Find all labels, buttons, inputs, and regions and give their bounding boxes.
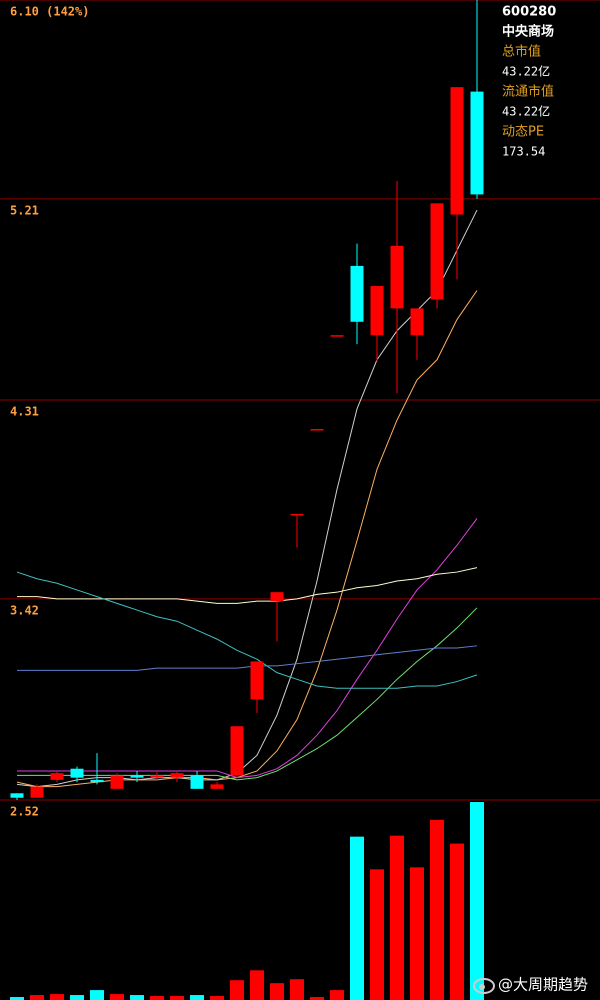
volume-bar: [370, 869, 384, 1000]
volume-bar: [130, 995, 144, 1000]
info-value: 173.54: [502, 145, 545, 159]
volume-bar: [450, 843, 464, 1000]
info-value: 43.22亿: [502, 64, 550, 79]
candle-body: [190, 775, 204, 789]
volume-bar: [430, 819, 444, 1000]
info-label: 动态PE: [502, 125, 544, 140]
volume-bar: [250, 970, 264, 1000]
volume-bar: [390, 835, 404, 1000]
moving-average: [16, 290, 478, 788]
candle-body: [170, 773, 184, 778]
candle-body: [350, 265, 364, 322]
candle-body: [270, 592, 284, 602]
candle-body: [110, 775, 124, 789]
volume-bar: [210, 996, 224, 1000]
y-tick-label: 3.42: [10, 603, 39, 617]
volume-bar: [50, 994, 64, 1000]
candle-body: [210, 784, 224, 789]
candle-body: [310, 429, 324, 431]
candle-body: [290, 513, 304, 516]
volume-bar: [330, 990, 344, 1000]
volume-bar: [290, 979, 304, 1000]
y-tick-label: 4.31: [10, 405, 39, 419]
y-tick-label: 2.52: [10, 805, 39, 819]
y-tick-label: 6.10 (142%): [10, 5, 89, 19]
info-label: 流通市值: [502, 84, 554, 100]
volume-bar: [150, 996, 164, 1000]
watermark: @大周期趋势: [498, 976, 588, 994]
candle-body: [410, 308, 424, 336]
volume-bar: [10, 997, 24, 1000]
candle-body: [230, 726, 244, 776]
volume-bar: [310, 997, 324, 1000]
volume-bar: [30, 995, 44, 1000]
volume-bar: [90, 990, 104, 1000]
candle-body: [50, 773, 64, 780]
volume-bar: [170, 996, 184, 1000]
candle-body: [250, 661, 264, 700]
info-value: 43.22亿: [502, 104, 550, 119]
moving-average: [17, 607, 478, 781]
candle-body: [70, 768, 84, 778]
moving-average: [17, 518, 478, 779]
volume-bar: [110, 994, 124, 1000]
moving-average: [16, 571, 478, 689]
moving-average: [16, 209, 478, 788]
candle-body: [370, 286, 384, 336]
volume-bar: [270, 983, 284, 1000]
candle-body: [470, 91, 484, 195]
weibo-icon: [473, 978, 495, 994]
volume-bar: [190, 995, 204, 1000]
stock-name: 中央商场: [502, 24, 554, 40]
volume-bar: [70, 995, 84, 1000]
info-label: 总市值: [502, 44, 541, 60]
candle-body: [90, 779, 104, 783]
candle-body: [130, 775, 144, 778]
volume-bar: [410, 867, 424, 1000]
volume-bar: [230, 980, 244, 1000]
stock-code: 600280: [502, 5, 556, 20]
candle-body: [150, 775, 164, 778]
candle-body: [10, 793, 24, 798]
moving-average: [17, 645, 478, 671]
candle-body: [30, 786, 44, 798]
candle-body: [450, 87, 464, 215]
candle-body: [390, 245, 404, 309]
y-tick-label: 5.21: [10, 203, 39, 217]
volume-bar: [470, 802, 484, 1000]
moving-average: [17, 567, 478, 604]
candle-body: [330, 335, 344, 337]
volume-bar: [350, 836, 364, 1000]
candle-body: [430, 203, 444, 300]
